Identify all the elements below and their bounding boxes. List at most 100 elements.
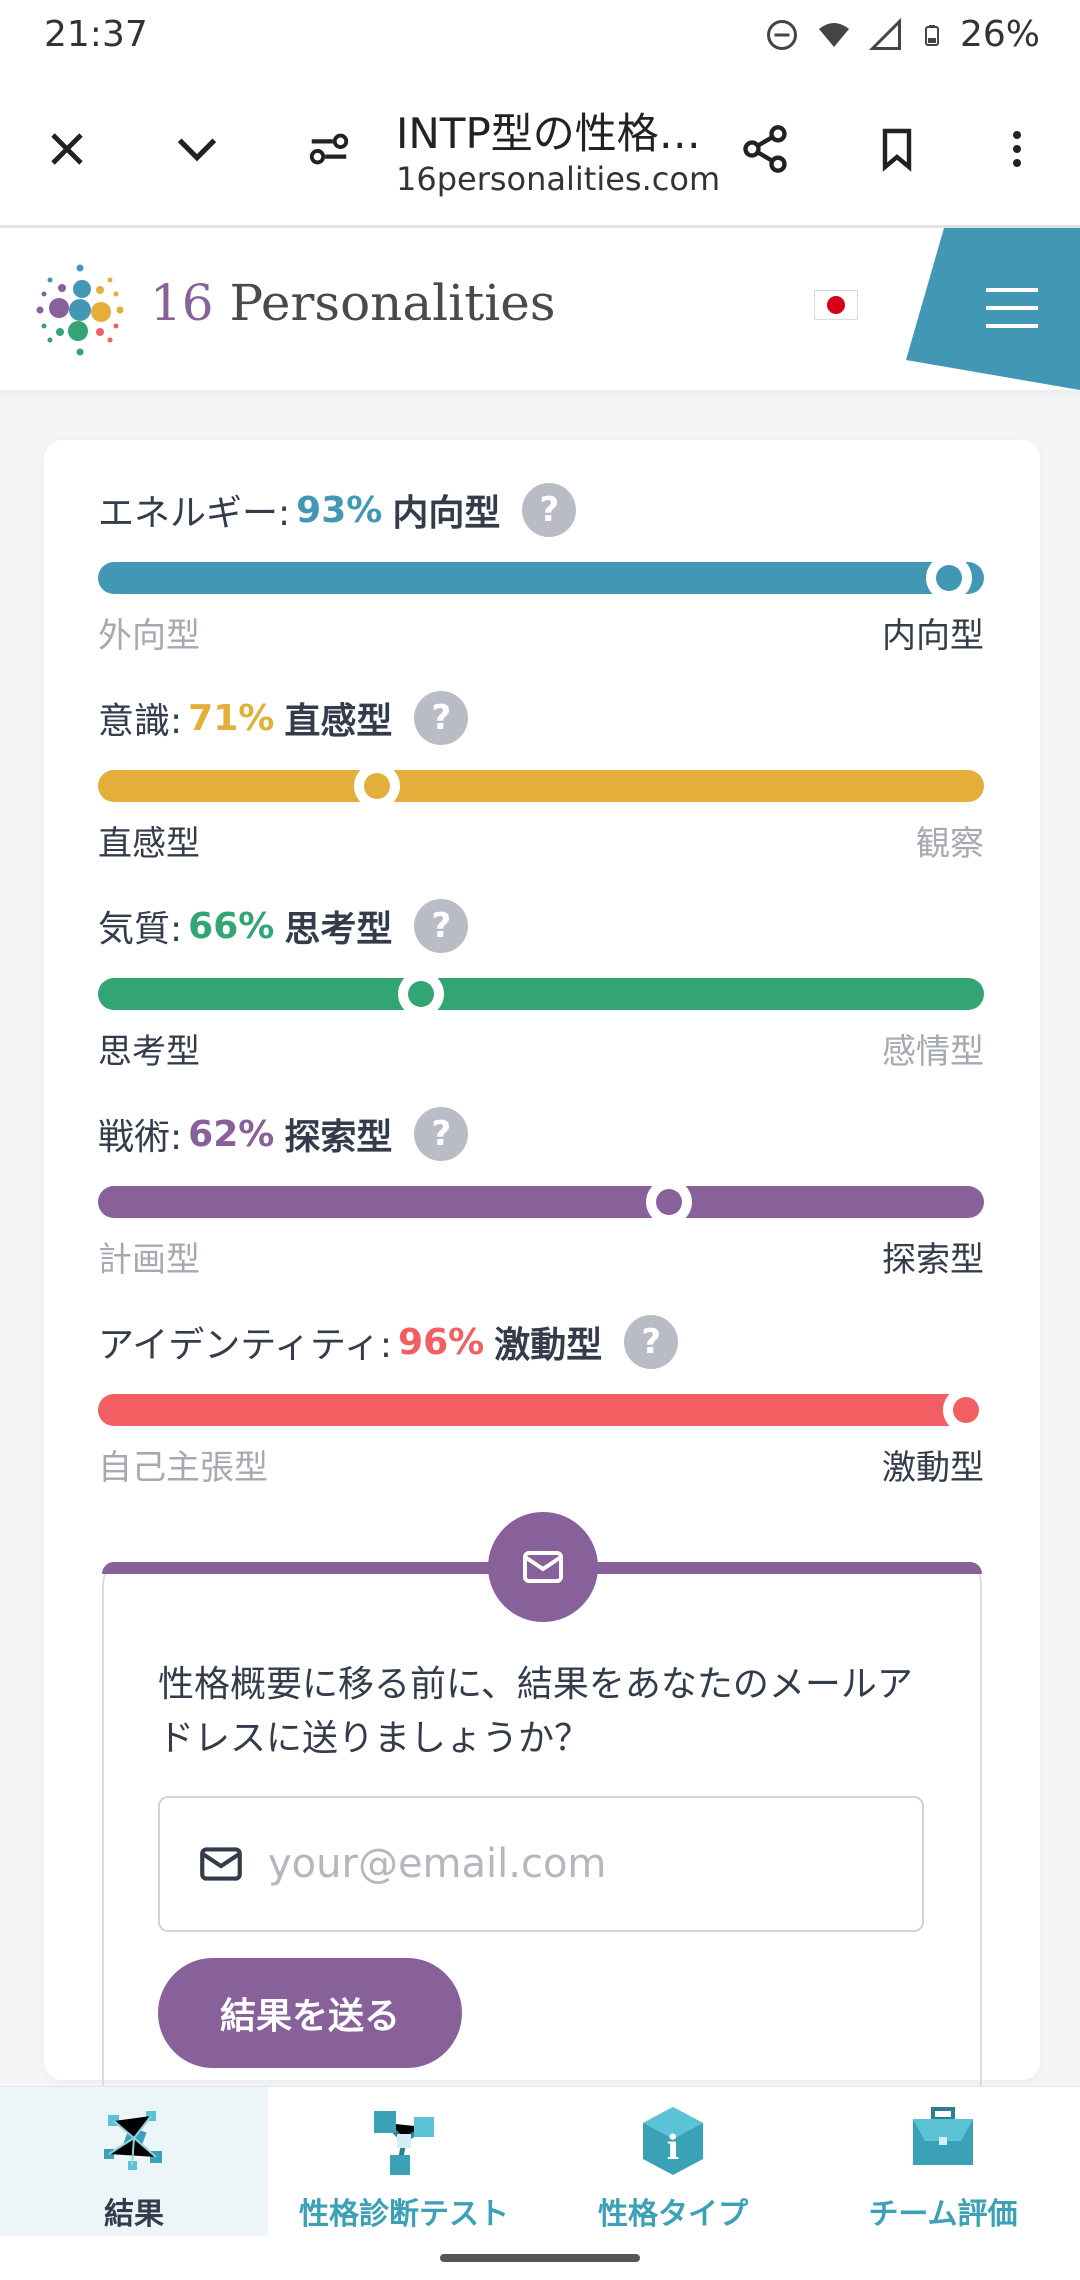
results-cubes-icon (104, 2111, 162, 2170)
email-field[interactable] (158, 1796, 924, 1932)
bookmark-icon (882, 128, 912, 172)
page-title[interactable]: INTP型の性格… (396, 109, 701, 158)
page-url[interactable]: 16personalities.com (396, 160, 721, 198)
nav-team[interactable]: チーム評価 (806, 2087, 1080, 2237)
more-options-button[interactable] (982, 114, 1052, 184)
email-input[interactable] (268, 1841, 868, 1887)
logo-word: Personalities (213, 274, 556, 332)
nav-results[interactable]: 結果 (0, 2087, 268, 2237)
trait-marker (646, 1179, 693, 1225)
trait-row: 戦術: 62% 探索型? 計画型 探索型 (98, 1104, 984, 1281)
trait-percent: 66% (188, 905, 275, 947)
nav-results-label: 結果 (104, 2197, 164, 2232)
nav-types[interactable]: i 性格タイプ (540, 2087, 806, 2237)
trait-label: 気質: (98, 909, 183, 950)
battery-icon (924, 24, 939, 46)
trait-marker (354, 763, 401, 809)
trait-bar (98, 971, 984, 1017)
trait-left-label: 直感型 (98, 824, 200, 864)
trait-right-label: 激動型 (882, 1448, 984, 1488)
send-results-button[interactable]: 結果を送る (158, 1958, 462, 2068)
results-card: エネルギー: 93% 内向型? 外向型 内向型 意識: 71% 直感型? 直感型 観察 気質: 66%… (44, 440, 1040, 2122)
logo-icon[interactable] (26, 256, 134, 364)
close-tab-button[interactable] (32, 114, 102, 184)
wifi-icon (818, 22, 849, 47)
team-briefcase-icon (913, 2107, 973, 2165)
trait-bar (98, 763, 984, 809)
site-settings-button[interactable] (294, 114, 364, 184)
trait-marker (925, 555, 972, 601)
chevron-down-icon (177, 138, 217, 162)
trait-row: 意識: 71% 直感型? 直感型 観察 (98, 688, 984, 865)
help-icon[interactable]: ? (414, 899, 469, 953)
trait-label: アイデンティティ: (98, 1325, 393, 1366)
logo-wordmark[interactable]: 16 Personalities (150, 274, 556, 332)
trait-heading: アイデンティティ: 96% 激動型? (98, 1312, 984, 1372)
trait-marker (398, 971, 445, 1017)
trait-percent: 96% (398, 1321, 485, 1363)
trait-type: 思考型 (284, 909, 393, 950)
help-icon[interactable]: ? (522, 483, 577, 537)
trait-heading: 意識: 71% 直感型? (98, 688, 984, 748)
email-badge (488, 1512, 598, 1622)
site-settings-icon (309, 133, 349, 165)
trait-ends: 外向型 内向型 (98, 608, 984, 657)
trait-bar (98, 1179, 984, 1225)
trait-type: 直感型 (284, 701, 393, 742)
trait-bar (98, 1387, 990, 1433)
envelope-icon (523, 1551, 563, 1583)
nav-test-label: 性格診断テスト (299, 2197, 509, 2232)
help-icon[interactable]: ? (414, 1107, 469, 1161)
more-vert-icon (1013, 131, 1021, 167)
trait-heading: 戦術: 62% 探索型? (98, 1104, 984, 1164)
trait-ends: 自己主張型 激動型 (98, 1440, 984, 1489)
trait-label: 意識: (98, 701, 183, 742)
menu-button[interactable] (906, 228, 1080, 390)
trait-type: 激動型 (494, 1325, 603, 1366)
status-bar: 21:37 26% (0, 0, 1080, 74)
help-icon[interactable]: ? (624, 1315, 679, 1369)
trait-left-label: 思考型 (98, 1032, 200, 1072)
trait-type: 探索型 (284, 1117, 393, 1158)
trait-bar (98, 555, 984, 601)
nav-test[interactable]: 性格診断テスト (268, 2087, 540, 2237)
minimize-button[interactable] (162, 114, 232, 184)
trait-heading: 気質: 66% 思考型? (98, 896, 984, 956)
close-icon (51, 133, 83, 165)
trait-left-label: 外向型 (98, 616, 200, 656)
trait-label: 戦術: (98, 1117, 183, 1158)
logo-number: 16 (150, 274, 214, 332)
trait-right-label: 観察 (916, 824, 984, 864)
bookmark-button[interactable] (862, 114, 932, 184)
bottom-nav: 結果 性格診断テスト i 性格タイプ チーム評価 (0, 2086, 1080, 2237)
hamburger-icon (986, 288, 1038, 328)
status-icons: 26% (764, 14, 1040, 55)
trait-marker (943, 1387, 990, 1433)
trait-left-label: 計画型 (98, 1240, 200, 1280)
trait-percent: 71% (188, 697, 275, 739)
battery-percent: 26% (959, 14, 1040, 55)
trait-ends: 直感型 観察 (98, 816, 984, 865)
jp-flag-icon[interactable] (814, 290, 858, 320)
trait-right-label: 感情型 (882, 1032, 984, 1072)
share-button[interactable] (730, 114, 800, 184)
browser-toolbar: INTP型の性格… 16personalities.com (0, 74, 1080, 228)
trait-heading: エネルギー: 93% 内向型? (98, 480, 984, 540)
trait-right-label: 探索型 (882, 1240, 984, 1280)
test-molecule-icon (374, 2111, 434, 2175)
trait-right-label: 内向型 (882, 616, 984, 656)
trait-row: 気質: 66% 思考型? 思考型 感情型 (98, 896, 984, 1073)
trait-percent: 62% (188, 1113, 275, 1155)
dnd-icon (766, 19, 797, 50)
svg-text:i: i (667, 2128, 680, 2168)
trait-row: エネルギー: 93% 内向型? 外向型 内向型 (98, 480, 984, 657)
trait-ends: 思考型 感情型 (98, 1024, 984, 1073)
help-icon[interactable]: ? (414, 691, 469, 745)
site-header: 16 Personalities (0, 228, 1080, 390)
types-info-icon: i (643, 2107, 703, 2175)
email-prompt: 性格概要に移る前に、結果をあなたのメールアドレスに送りましょうか？ (158, 1664, 913, 1759)
trait-type: 内向型 (392, 493, 501, 534)
status-time: 21:37 (44, 14, 148, 55)
trait-row: アイデンティティ: 96% 激動型? 自己主張型 激動型 (98, 1312, 990, 1489)
gesture-bar[interactable] (440, 2254, 640, 2262)
